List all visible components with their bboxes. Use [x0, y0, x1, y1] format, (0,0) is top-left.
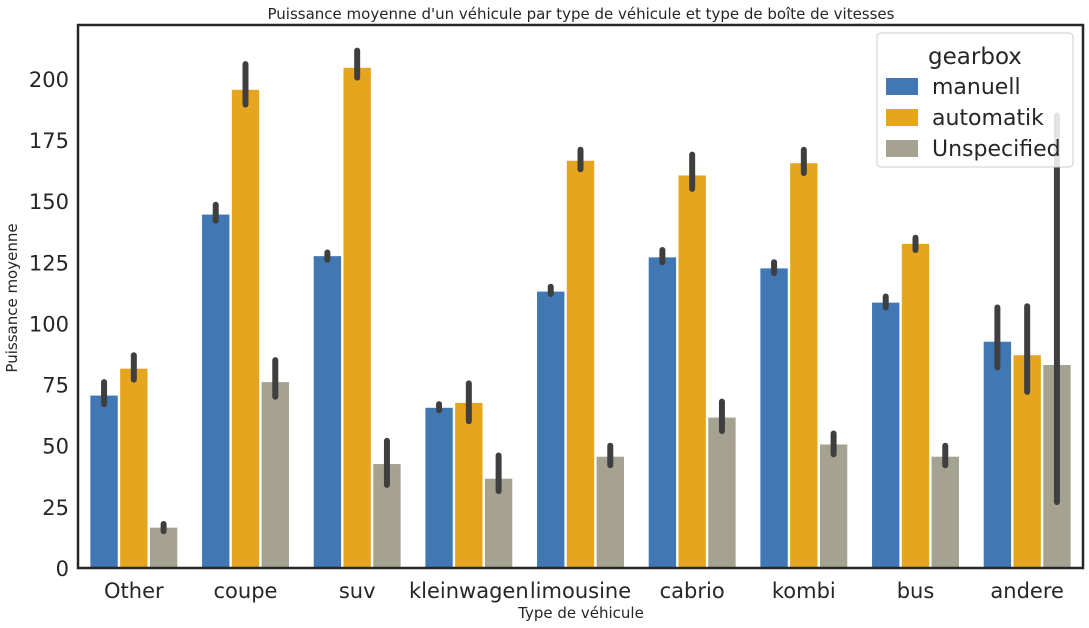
y-tick-label: 25 — [42, 496, 69, 520]
error-bars-layer — [101, 47, 1060, 535]
bar-manuell-kombi — [760, 268, 788, 568]
y-axis-label: Puissance moyenne — [3, 223, 21, 372]
x-tick-label: kleinwagen — [409, 579, 529, 603]
legend-label-automatik: automatik — [932, 106, 1044, 131]
chart-title: Puissance moyenne d'un véhicule par type… — [268, 5, 895, 23]
bar-unspecified-other — [149, 527, 178, 568]
y-tick-label: 150 — [29, 190, 69, 214]
bar-manuell-kleinwagen — [425, 407, 453, 568]
bar-automatik-cabrio — [678, 175, 706, 569]
bar-manuell-suv — [313, 256, 342, 568]
bar-automatik-other — [120, 368, 148, 568]
x-tick-label: limousine — [530, 579, 631, 603]
bar-manuell-coupe — [202, 214, 230, 569]
bar-unspecified-coupe — [261, 382, 289, 568]
bar-manuell-andere — [983, 341, 1012, 568]
legend-swatch-manuell — [886, 78, 918, 95]
bar-manuell-limousine — [537, 291, 565, 568]
bar-automatik-kleinwagen — [455, 402, 483, 568]
y-tick-label: 100 — [29, 312, 69, 336]
x-axis-label: Type de véhicule — [517, 604, 644, 622]
x-tick-label: kombi — [772, 579, 836, 603]
bar-automatik-kombi — [790, 163, 818, 568]
x-tick-label: andere — [990, 579, 1064, 603]
x-tick-label: Other — [104, 579, 164, 603]
x-tick-label: bus — [897, 579, 935, 603]
bar-manuell-bus — [872, 302, 900, 568]
legend-box — [876, 32, 1074, 168]
bar-unspecified-limousine — [596, 456, 624, 568]
legend-swatch-unspecified — [886, 140, 918, 157]
y-tick-label: 75 — [42, 374, 69, 398]
legend-title: gearbox — [928, 44, 1022, 70]
bars-layer — [90, 67, 1071, 569]
y-tick-label: 175 — [29, 129, 69, 153]
bar-unspecified-bus — [931, 456, 959, 568]
x-tick-label: cabrio — [660, 579, 725, 603]
x-tick-label: coupe — [214, 579, 278, 603]
bar-automatik-suv — [343, 67, 371, 569]
bar-manuell-cabrio — [648, 257, 677, 568]
axes-layer: 0 25 50 75 100 125 150 175 200 Other coupe suv klein… — [29, 23, 1085, 603]
x-tick-label: suv — [339, 579, 376, 603]
y-tick-label: 125 — [29, 251, 69, 275]
bar-automatik-bus — [901, 243, 930, 568]
plot-frame — [76, 23, 1085, 570]
bar-automatik-limousine — [566, 160, 595, 568]
legend-label-manuell: manuell — [932, 75, 1021, 100]
legend-swatch-automatik — [886, 109, 918, 126]
y-tick-label: 50 — [42, 435, 69, 459]
bar-manuell-other — [90, 395, 118, 568]
bar-unspecified-kombi — [819, 444, 848, 568]
y-tick-label: 0 — [56, 557, 69, 581]
legend-label-unspecified: Unspecified — [932, 137, 1061, 162]
bar-unspecified-cabrio — [708, 417, 736, 568]
y-tick-label: 200 — [29, 68, 69, 92]
bar-automatik-coupe — [231, 89, 260, 568]
legend: gearbox manuell automatik Unspecified — [876, 32, 1074, 168]
